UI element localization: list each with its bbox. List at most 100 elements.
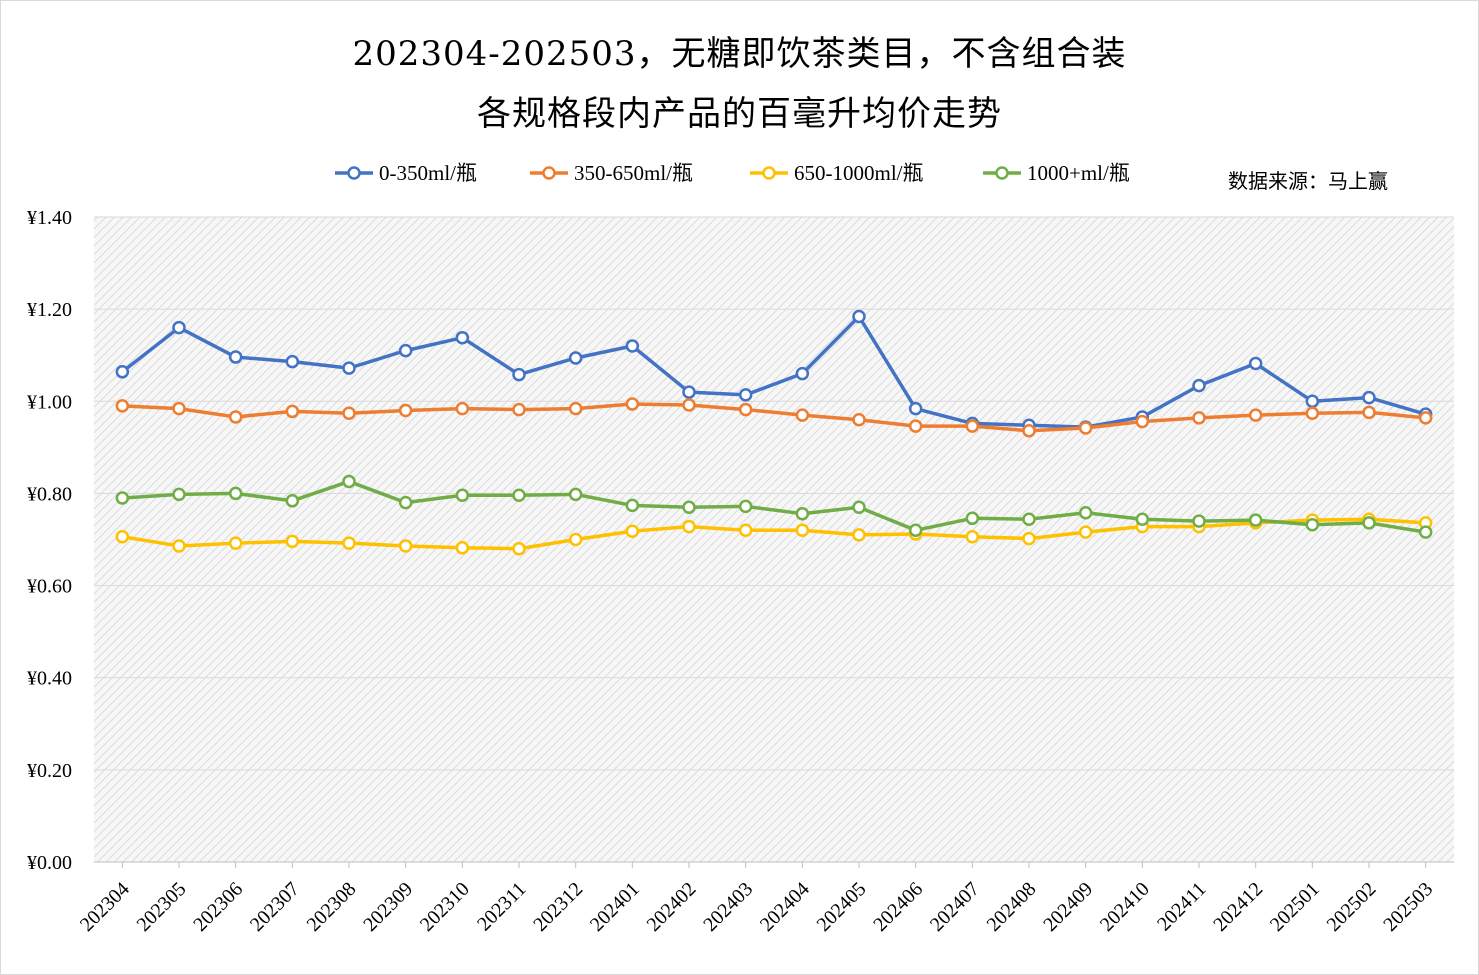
data-point <box>398 343 413 358</box>
data-point <box>1248 408 1263 422</box>
x-tick-label: 202503 <box>1379 878 1437 936</box>
x-tick-label: 202309 <box>359 878 417 936</box>
data-point <box>1135 414 1150 429</box>
y-tick-label: ¥0.80 <box>27 483 72 505</box>
data-point <box>1248 356 1263 371</box>
series-group <box>115 474 1433 539</box>
data-point <box>1362 390 1376 405</box>
series-line <box>122 479 1426 534</box>
data-point <box>512 402 526 417</box>
x-tick-label: 202310 <box>416 878 474 936</box>
data-point <box>398 539 413 553</box>
data-point <box>398 403 413 418</box>
data-point <box>1192 378 1206 393</box>
data-point <box>172 487 186 502</box>
x-tick-label: 202412 <box>1209 878 1267 936</box>
data-point <box>738 402 753 417</box>
data-point <box>852 500 866 514</box>
legend-label: 1000+ml/瓶 <box>1027 161 1130 185</box>
data-point <box>342 536 356 550</box>
data-point <box>1022 424 1036 438</box>
data-point <box>965 419 980 433</box>
data-point <box>1362 516 1376 530</box>
x-tick-label: 202403 <box>699 878 757 936</box>
legend-marker <box>762 166 776 180</box>
legend-marker <box>347 166 361 180</box>
legend-label: 350-650ml/瓶 <box>574 161 693 185</box>
data-point <box>512 488 526 503</box>
data-point <box>682 398 696 412</box>
data-source-note: 数据来源：马上赢 <box>1228 169 1388 193</box>
x-tick-label: 202406 <box>869 878 927 936</box>
x-tick-label: 202402 <box>643 878 701 936</box>
series-line <box>121 314 1427 429</box>
data-point <box>625 498 640 513</box>
legend-entry: 650-1000ml/瓶 <box>750 161 924 185</box>
data-point <box>738 388 753 402</box>
data-point <box>1418 411 1433 425</box>
data-point <box>795 506 810 521</box>
x-tick-label: 202404 <box>756 878 814 936</box>
legend-entry: 350-650ml/瓶 <box>530 161 693 185</box>
data-point <box>1022 531 1036 546</box>
data-point <box>172 539 186 553</box>
series-group <box>115 397 1433 438</box>
data-point <box>342 406 356 421</box>
data-point <box>682 519 696 534</box>
x-tick-label: 202311 <box>473 878 530 935</box>
data-point <box>512 541 526 556</box>
y-tick-label: ¥0.00 <box>27 852 72 874</box>
plot-area <box>94 217 1454 862</box>
x-tick-label: 202405 <box>813 878 871 936</box>
x-tick-label: 202308 <box>303 878 361 936</box>
data-point <box>115 491 130 505</box>
data-point <box>965 511 980 526</box>
data-point <box>1362 405 1376 420</box>
data-point <box>228 410 243 424</box>
data-point <box>795 523 810 538</box>
x-tick-label: 202411 <box>1153 878 1210 935</box>
data-point <box>1078 421 1093 435</box>
data-point <box>228 486 243 501</box>
data-point <box>852 309 866 324</box>
data-point <box>455 330 470 345</box>
data-point <box>228 536 243 550</box>
data-point <box>738 523 753 538</box>
data-point <box>852 528 866 542</box>
data-point <box>285 354 300 369</box>
data-point <box>285 494 300 508</box>
data-point <box>1135 512 1150 526</box>
legend-marker <box>542 166 556 180</box>
data-point <box>455 541 470 555</box>
x-tick-label: 202306 <box>189 878 247 936</box>
data-point <box>115 365 130 379</box>
data-point <box>568 487 583 502</box>
x-tick-label: 202305 <box>133 878 191 936</box>
data-point <box>568 351 583 365</box>
x-tick-label: 202407 <box>926 878 984 936</box>
data-point <box>852 412 866 427</box>
data-point <box>795 408 810 422</box>
data-point <box>1022 512 1036 526</box>
data-point <box>342 474 356 489</box>
data-point <box>1192 514 1206 528</box>
chart-title: 202304-202503，无糖即饮茶类目，不含组合装 <box>352 34 1127 74</box>
data-point <box>1305 518 1320 532</box>
y-tick-label: ¥1.40 <box>27 207 72 229</box>
x-tick-label: 202312 <box>529 878 587 936</box>
y-tick-label: ¥0.40 <box>27 668 72 690</box>
data-point <box>625 339 640 353</box>
data-point <box>1305 406 1320 421</box>
data-point <box>568 532 583 547</box>
data-point <box>1078 525 1093 539</box>
y-tick-label: ¥1.20 <box>27 299 72 321</box>
x-tick-label: 202502 <box>1323 878 1381 936</box>
series-line <box>122 517 1426 551</box>
data-point <box>908 401 923 416</box>
y-tick-label: ¥1.00 <box>27 391 72 413</box>
x-tick-label: 202501 <box>1266 878 1324 936</box>
data-point <box>625 397 640 411</box>
data-point <box>1248 513 1263 527</box>
data-point <box>568 401 583 416</box>
